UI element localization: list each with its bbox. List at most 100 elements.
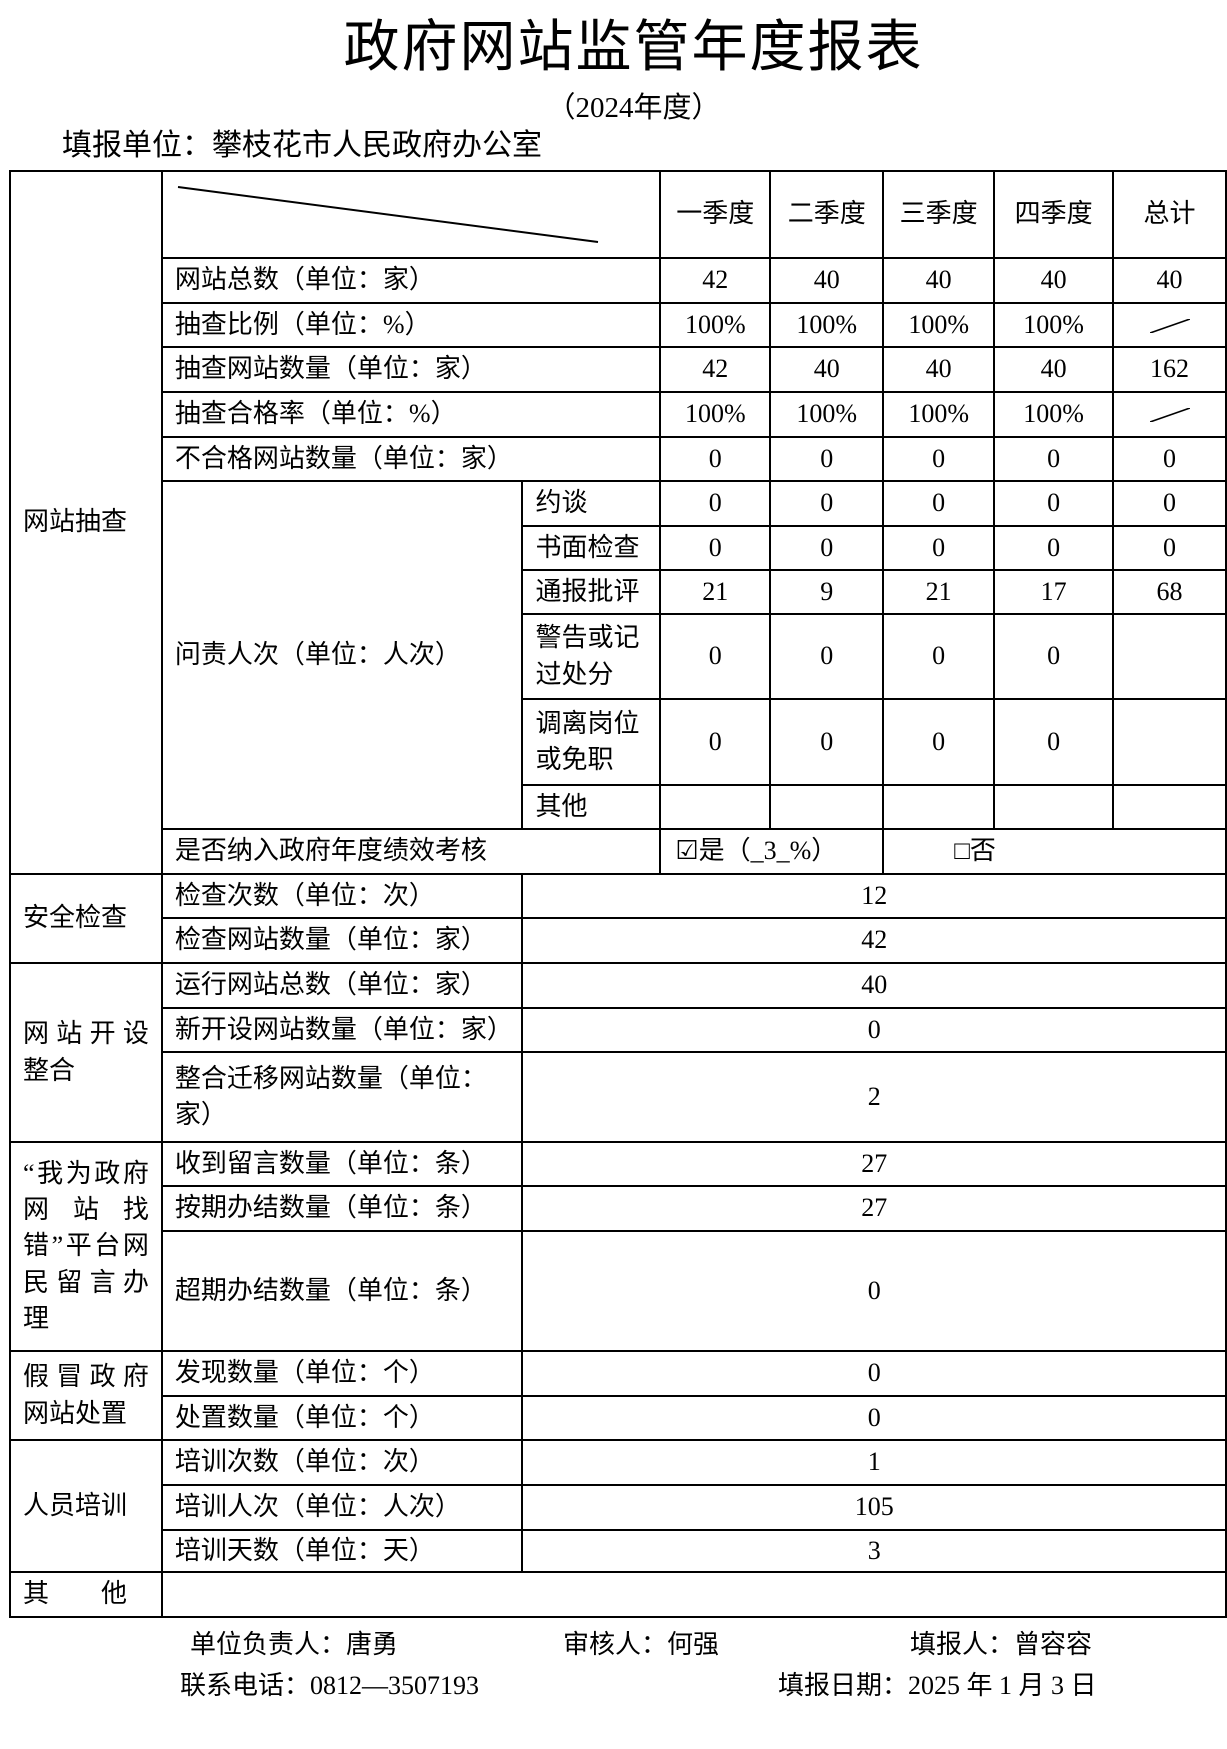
value-cell	[769, 784, 885, 830]
value-cell: 100%	[769, 302, 885, 348]
table-row: 抽查合格率（单位：%） 100% 100% 100% 100%	[10, 391, 1227, 438]
row-label: 培训次数（单位：次）	[160, 1439, 524, 1486]
value-cell	[1112, 784, 1227, 830]
sub-row-label: 书面检查	[521, 525, 662, 571]
value-cell	[1112, 391, 1227, 438]
row-label: 检查次数（单位：次）	[160, 873, 524, 919]
diagonal-header-cell	[160, 170, 662, 259]
value-cell: 42	[521, 917, 1227, 964]
report-table: 网站抽查 一季度 二季度 三季度 四季度 总计 网站总数（单位：家） 42 40 40 40 40 抽查…	[9, 170, 1227, 1618]
value-cell: 27	[521, 1141, 1227, 1187]
table-row: 其 他	[9, 1571, 1227, 1618]
column-header: 四季度	[993, 170, 1115, 259]
value-cell: 0	[659, 525, 772, 571]
value-cell: 40	[882, 257, 996, 304]
value-cell: 100%	[659, 302, 772, 348]
table-row: 人员培训 培训次数（单位：次） 1	[9, 1439, 1227, 1573]
table-row: 检查网站数量（单位：家） 42	[10, 917, 1227, 964]
value-cell: 12	[521, 873, 1227, 919]
table-row: 培训天数（单位：天） 3	[10, 1529, 1227, 1573]
other-content-cell	[160, 1571, 1227, 1618]
value-cell: 0	[521, 1007, 1227, 1053]
sub-row-label: 警告或记过处分	[521, 613, 662, 700]
value-cell: 40	[769, 346, 885, 393]
value-cell	[993, 784, 1115, 830]
section-label-training: 人员培训	[9, 1439, 163, 1573]
page-title: 政府网站监管年度报表	[343, 17, 924, 79]
value-cell: 1	[521, 1439, 1227, 1486]
value-cell: 68	[1112, 569, 1227, 615]
row-label: 发现数量（单位：个）	[160, 1350, 524, 1397]
value-cell: 21	[659, 569, 772, 615]
table-row: 新开设网站数量（单位：家） 0	[10, 1007, 1227, 1053]
row-label: 新开设网站数量（单位：家）	[160, 1007, 524, 1053]
table-row: 网站抽查 一季度 二季度 三季度 四季度 总计	[9, 170, 1227, 875]
table-row: 培训人次（单位：人次） 105	[10, 1484, 1227, 1531]
value-cell: 0	[659, 698, 772, 786]
value-cell: 0	[1112, 436, 1227, 482]
value-cell: 0	[769, 698, 885, 786]
section-label-opening: 网站开设整合	[9, 962, 163, 1143]
value-cell	[1112, 613, 1227, 700]
value-cell: 0	[993, 613, 1115, 700]
value-cell: 9	[769, 569, 885, 615]
value-cell: 0	[659, 480, 772, 527]
value-cell: 0	[769, 480, 885, 527]
row-label: 网站总数（单位：家）	[160, 257, 662, 304]
value-cell: 100%	[769, 391, 885, 438]
table-row: 其他	[10, 784, 1227, 830]
value-cell: 40	[1112, 257, 1227, 304]
value-cell: 3	[521, 1529, 1227, 1573]
value-cell: 0	[769, 525, 885, 571]
value-cell: 0	[769, 436, 885, 482]
table-row: 不合格网站数量（单位：家） 0 0 0 0 0	[10, 436, 1227, 482]
row-label: 抽查网站数量（单位：家）	[160, 346, 662, 393]
sub-row-label: 通报批评	[521, 569, 662, 615]
value-cell: 0	[521, 1350, 1227, 1397]
value-cell: 0	[993, 525, 1115, 571]
column-header: 二季度	[769, 170, 885, 259]
footer: 单位负责人：唐勇 审核人：何强 填报人：曾容容 联系电话：0812—350719…	[0, 1622, 1227, 1708]
value-cell: 100%	[993, 391, 1115, 438]
value-cell	[1112, 302, 1227, 348]
value-cell: 40	[882, 346, 996, 393]
row-label: 检查网站数量（单位：家）	[160, 917, 524, 964]
value-cell: 17	[993, 569, 1115, 615]
table-row: 网站开设整合 运行网站总数（单位：家） 40	[9, 962, 1227, 1143]
table-row: 抽查网站数量（单位：家） 42 40 40 40 162	[10, 346, 1227, 393]
value-cell: 2	[521, 1051, 1227, 1143]
value-cell: 0	[882, 436, 996, 482]
value-cell: 0	[993, 698, 1115, 786]
section-label-other: 其 他	[9, 1571, 163, 1618]
table-row: 安全检查 检查次数（单位：次） 12	[9, 873, 1227, 964]
table-row: 处置数量（单位：个） 0	[10, 1395, 1227, 1441]
value-cell: 162	[1112, 346, 1227, 393]
assessment-label: 是否纳入政府年度绩效考核	[160, 828, 662, 875]
sub-row-label: 调离岗位或免职	[521, 698, 662, 786]
row-label: 培训人次（单位：人次）	[160, 1484, 524, 1531]
value-cell: 0	[769, 613, 885, 700]
value-cell: 0	[993, 436, 1115, 482]
table-row: 调离岗位或免职 0 0 0 0	[10, 698, 1227, 786]
row-label: 处置数量（单位：个）	[160, 1395, 524, 1441]
row-label: 抽查比例（单位：%）	[160, 302, 662, 348]
value-cell: 100%	[993, 302, 1115, 348]
row-label: 按期办结数量（单位：条）	[160, 1185, 524, 1232]
column-header: 总计	[1112, 170, 1227, 259]
value-cell	[659, 784, 772, 830]
table-row: “我为政府网站找错”平台网民留言办理 收到留言数量（单位：条） 27	[9, 1141, 1227, 1352]
assessment-no-checkbox[interactable]: □否	[882, 828, 1227, 875]
value-cell: 0	[521, 1230, 1227, 1352]
section-label-security: 安全检查	[9, 873, 163, 964]
value-cell: 100%	[659, 391, 772, 438]
report-page: 政府网站监管年度报表 （2024年度） 填报单位：攀枝花市人民政府办公室 网站抽…	[0, 17, 1227, 1708]
row-label: 培训天数（单位：天）	[160, 1529, 524, 1573]
footer-reviewer: 审核人：何强	[563, 1630, 720, 1659]
sub-row-label: 其他	[521, 784, 662, 830]
row-label: 不合格网站数量（单位：家）	[160, 436, 662, 482]
table-row: 是否纳入政府年度绩效考核 ☑是（_3_%） □否	[10, 828, 1227, 875]
table-row: 按期办结数量（单位：条） 27	[10, 1185, 1227, 1232]
value-cell: 42	[659, 257, 772, 304]
assessment-yes-checkbox[interactable]: ☑是（_3_%）	[659, 828, 885, 875]
value-cell: 27	[521, 1185, 1227, 1232]
